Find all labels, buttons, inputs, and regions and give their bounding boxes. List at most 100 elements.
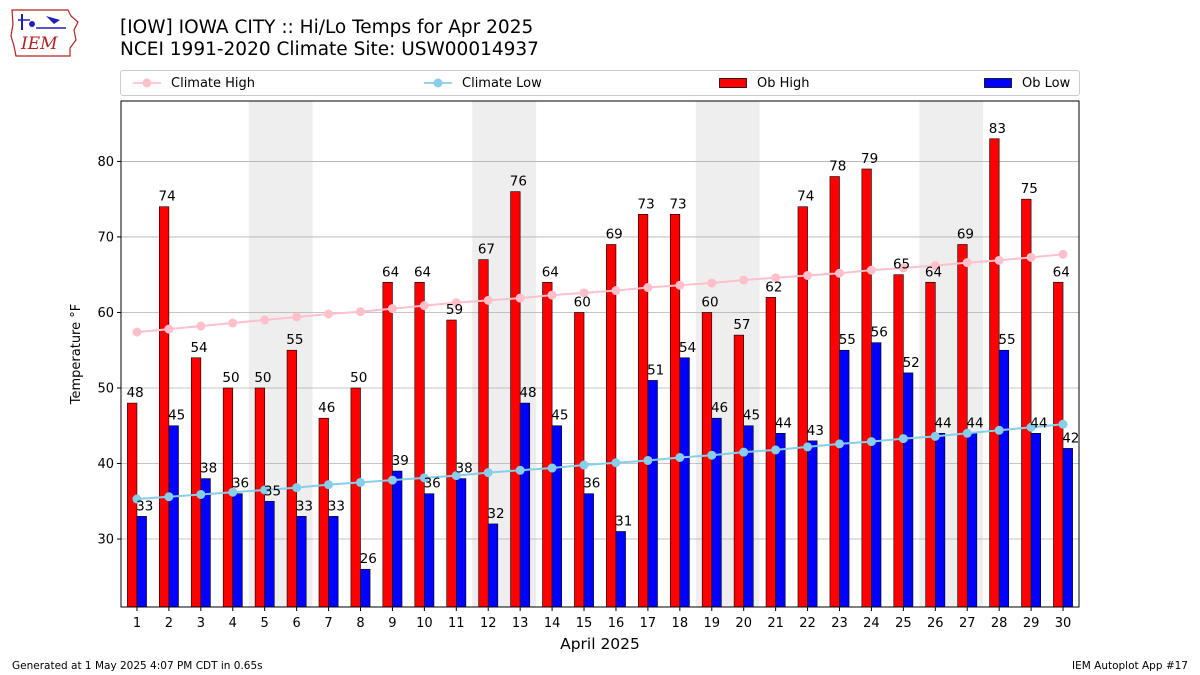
ob-high-bar xyxy=(478,259,489,608)
climate-low-line xyxy=(136,423,1064,501)
ob-high-value-label: 74 xyxy=(159,189,176,205)
x-tick-label: 19 xyxy=(703,616,720,631)
ob-low-value-label: 44 xyxy=(775,415,792,431)
ob-high-value-label: 76 xyxy=(510,174,527,190)
climate-low-point xyxy=(930,431,940,441)
ob-high-bar xyxy=(606,244,617,608)
x-tick-label: 25 xyxy=(895,616,912,631)
climate-high-point xyxy=(483,295,493,305)
generated-note: Generated at 1 May 2025 4:07 PM CDT in 0… xyxy=(12,660,263,672)
ob-high-value-label: 55 xyxy=(286,332,303,348)
ob-low-bar xyxy=(328,516,339,608)
x-tick-label: 11 xyxy=(448,616,465,631)
ob-high-bar xyxy=(701,312,713,608)
climate-low-point xyxy=(515,465,525,475)
ob-low-bar xyxy=(424,493,435,608)
title-line-2: NCEI 1991-2020 Climate Site: USW00014937 xyxy=(120,39,539,60)
ob-high-value-label: 48 xyxy=(127,385,144,401)
legend-item-ob-high: Ob High xyxy=(719,71,810,95)
ob-low-value-label: 52 xyxy=(903,355,920,371)
ob-low-bar xyxy=(647,380,658,608)
legend-label-ob-low: Ob Low xyxy=(1022,75,1071,91)
climate-high-point xyxy=(866,265,876,275)
climate-low-point xyxy=(643,455,653,465)
climate-low-point xyxy=(387,475,397,485)
ob-high-bar xyxy=(638,213,649,608)
climate-high-point xyxy=(579,288,589,298)
ob-low-bar xyxy=(1062,448,1073,608)
ob-high-bar xyxy=(797,206,808,608)
climate-high-point xyxy=(707,278,717,288)
climate-low-point xyxy=(356,477,365,487)
ob-low-bar xyxy=(807,440,818,608)
legend-label-climate-low: Climate Low xyxy=(462,75,542,91)
ob-high-bar xyxy=(574,312,585,608)
ob-low-value-label: 45 xyxy=(168,408,185,424)
climate-high-point xyxy=(898,263,908,273)
ob-low-bar xyxy=(168,425,179,608)
climate-high-point xyxy=(611,286,621,296)
x-tick-label: 7 xyxy=(324,616,332,631)
app-note: IEM Autoplot App #17 xyxy=(1072,660,1188,672)
ob-high-swatch-icon xyxy=(719,78,747,88)
ob-high-value-label: 74 xyxy=(797,189,814,205)
y-tick-label: 40 xyxy=(97,457,114,472)
x-tick-label: 20 xyxy=(735,616,752,631)
ob-low-value-label: 38 xyxy=(200,461,217,477)
ob-low-bar xyxy=(966,432,978,608)
ob-high-value-label: 73 xyxy=(669,196,686,212)
ob-high-value-label: 59 xyxy=(446,302,463,318)
ob-low-bar xyxy=(615,531,626,608)
ob-low-bar xyxy=(1030,432,1041,608)
ob-high-value-label: 75 xyxy=(1021,181,1038,197)
ob-high-value-label: 50 xyxy=(222,370,239,386)
climate-low-point xyxy=(803,442,813,452)
climate-low-point xyxy=(707,450,717,460)
climate-high-point xyxy=(803,270,813,280)
ob-low-value-label: 51 xyxy=(647,362,664,378)
ob-low-value-label: 31 xyxy=(615,513,632,529)
ob-low-bar xyxy=(360,568,371,608)
ob-low-value-label: 56 xyxy=(871,325,888,341)
climate-high-point xyxy=(419,301,429,311)
ob-low-bar xyxy=(775,432,786,608)
climate-low-point xyxy=(1058,419,1068,429)
ob-low-bar xyxy=(232,493,243,608)
ob-low-bar xyxy=(264,500,275,608)
ob-high-value-label: 62 xyxy=(765,279,782,295)
ob-low-value-label: 48 xyxy=(519,385,536,401)
climate-low-point xyxy=(771,445,781,455)
climate-low-point xyxy=(164,492,174,502)
x-tick-label: 26 xyxy=(927,616,944,631)
ob-low-value-label: 45 xyxy=(551,408,568,424)
climate-low-point xyxy=(196,489,206,499)
ob-low-value-label: 44 xyxy=(1030,415,1047,431)
climate-low-point xyxy=(132,494,142,504)
climate-high-point xyxy=(739,275,749,285)
ob-low-value-label: 46 xyxy=(711,400,728,416)
climate-high-point xyxy=(324,309,334,319)
climate-low-point xyxy=(898,434,908,444)
x-tick-label: 1 xyxy=(133,616,141,631)
ob-low-bar xyxy=(296,516,307,608)
y-tick-label: 50 xyxy=(97,381,114,396)
climate-high-point xyxy=(930,261,940,271)
ob-low-value-label: 45 xyxy=(743,408,760,424)
ob-low-value-label: 43 xyxy=(807,423,824,439)
x-tick-label: 29 xyxy=(1023,616,1040,631)
ob-high-bar xyxy=(382,281,393,608)
x-tick-label: 22 xyxy=(799,616,816,631)
ob-high-value-label: 65 xyxy=(893,257,910,273)
legend-label-ob-high: Ob High xyxy=(757,75,810,91)
x-tick-label: 6 xyxy=(292,616,300,631)
x-tick-label: 8 xyxy=(356,616,364,631)
ob-low-value-label: 36 xyxy=(424,476,441,492)
y-tick-label: 80 xyxy=(97,155,114,170)
ob-low-value-label: 36 xyxy=(583,476,600,492)
ob-high-bar xyxy=(350,387,361,608)
ob-high-bar xyxy=(829,176,840,608)
logo-text: IEM xyxy=(21,34,58,54)
ob-low-value-label: 36 xyxy=(232,476,249,492)
climate-high-point xyxy=(356,307,365,317)
climate-low-point xyxy=(547,463,557,473)
